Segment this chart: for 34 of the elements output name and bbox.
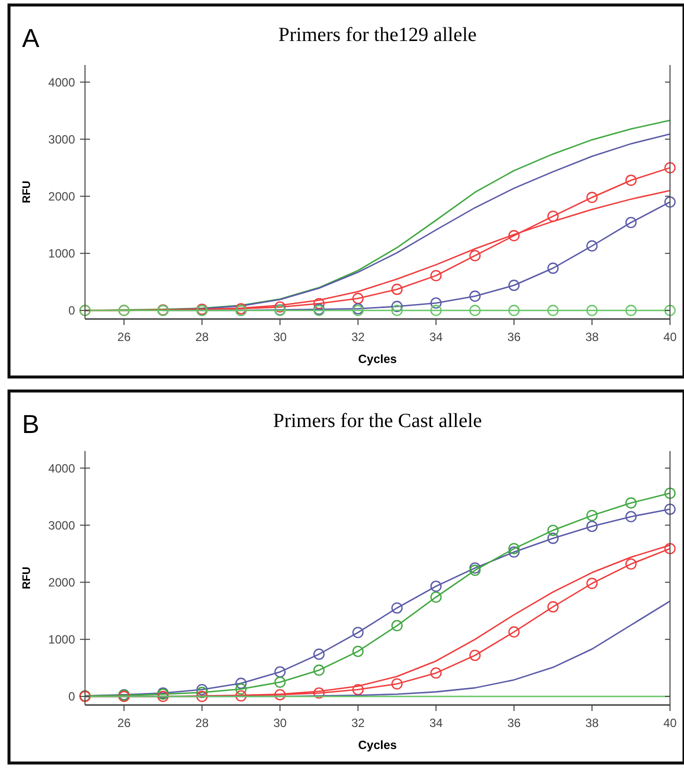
x-tick-label: 30	[273, 716, 287, 730]
text: B	[22, 409, 40, 439]
x-tick-label: 40	[663, 330, 677, 344]
y-tick-label: 1000	[48, 632, 76, 647]
y-tick-label: 4000	[48, 75, 76, 90]
x-tick-label: 28	[195, 716, 209, 730]
y-tick-label: 4000	[48, 461, 76, 476]
y-tick-label: 3000	[48, 132, 76, 146]
x-tick-label: 32	[351, 330, 365, 344]
x-tick-label: 26	[117, 716, 131, 730]
x-tick-label: 38	[585, 716, 599, 730]
y-tick-label: 1000	[48, 246, 76, 261]
x-tick-label: 26	[117, 330, 131, 344]
chart-title: Primers for the Cast allele	[273, 410, 482, 432]
y-tick-label: 2000	[48, 575, 76, 590]
x-tick-label: 38	[585, 330, 599, 344]
x-tick-label: 36	[507, 330, 521, 344]
y-tick-label: 0	[68, 690, 76, 704]
x-tick-label: 34	[429, 716, 443, 730]
chart-title: Primers for the129 allele	[278, 24, 477, 46]
y-tick-label: 3000	[48, 518, 76, 532]
y-tick-label: 0	[68, 304, 76, 318]
x-tick-label: 28	[195, 330, 209, 344]
x-tick-label: 34	[429, 330, 443, 344]
x-axis-title: Cycles	[358, 352, 398, 366]
x-tick-label: 32	[351, 716, 365, 730]
y-tick-label: 2000	[48, 189, 76, 204]
x-tick-label: 36	[507, 716, 521, 730]
x-tick-label: 30	[273, 330, 287, 344]
x-tick-label: 40	[663, 716, 677, 730]
y-axis-title: RFU	[21, 566, 33, 590]
text: A	[22, 23, 40, 53]
x-axis-title: Cycles	[358, 738, 398, 752]
y-axis-title: RFU	[21, 180, 33, 204]
